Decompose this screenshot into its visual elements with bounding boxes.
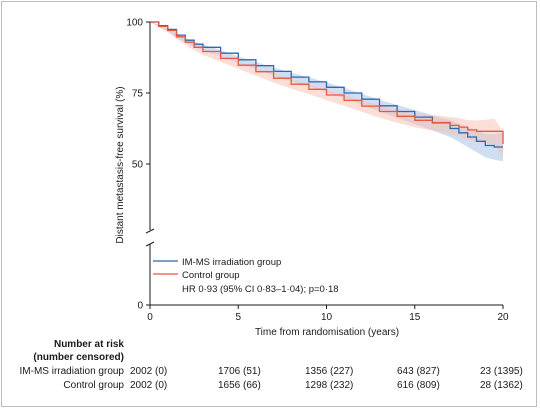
survival-curve-0 <box>150 21 503 148</box>
legend: IM-MS irradiation group Control group HR… <box>153 257 339 295</box>
risk-row-label-im-ms: IM-MS irradiation group <box>19 366 124 377</box>
y-axis-break-mark <box>145 228 155 234</box>
survival-curve-1 <box>150 21 504 145</box>
y-tick-label: 50 <box>132 160 144 171</box>
y-tick-label: 100 <box>126 18 143 29</box>
y-tick-label: 75 <box>132 89 144 100</box>
risk-cell: 643 (827) <box>397 366 440 377</box>
risk-cell: 1298 (232) <box>305 380 354 391</box>
x-tick-label: 10 <box>321 312 333 323</box>
risk-cell: 23 (1395) <box>480 366 523 377</box>
legend-label-im-ms: IM-MS irradiation group <box>182 257 281 268</box>
risk-cell: 616 (809) <box>397 380 440 391</box>
x-axis-label: Time from randomisation (years) <box>255 327 399 338</box>
risk-cell: 2002 (0) <box>130 366 168 377</box>
survival-curves <box>150 21 504 148</box>
hr-annotation: HR 0·93 (95% CI 0·83–1·04); p=0·18 <box>182 284 339 295</box>
x-tick-label: 20 <box>497 312 509 323</box>
risk-cell: 1706 (51) <box>218 366 261 377</box>
legend-label-control: Control group <box>182 270 240 281</box>
risk-cell: 1356 (227) <box>305 366 354 377</box>
risk-row-label-control: Control group <box>63 380 124 391</box>
risk-cell: 1656 (66) <box>218 380 261 391</box>
risk-table-subtitle: (number censored) <box>33 352 124 363</box>
risk-table-title: Number at risk <box>53 339 124 350</box>
y-axis-label: Distant metastasis-free survival (%) <box>115 86 126 243</box>
ci-band-1 <box>150 22 503 157</box>
x-tick-label: 0 <box>147 312 153 323</box>
x-tick-label: 5 <box>235 312 241 323</box>
y-axis-break-mark <box>145 241 155 247</box>
axes: 0 5 10 15 20 0 50 75 100 <box>126 18 509 324</box>
risk-cell: 2002 (0) <box>130 380 168 391</box>
risk-cell: 28 (1362) <box>480 380 523 391</box>
y-tick-label: 0 <box>137 301 143 312</box>
x-tick-label: 15 <box>409 312 421 323</box>
